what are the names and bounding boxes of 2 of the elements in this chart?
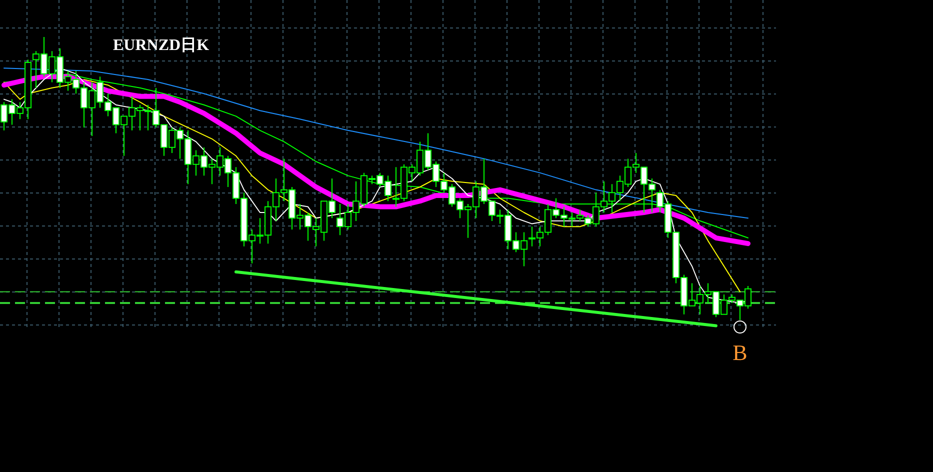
text: B: [732, 340, 748, 365]
chart-title: EURNZD日K: [113, 37, 210, 54]
